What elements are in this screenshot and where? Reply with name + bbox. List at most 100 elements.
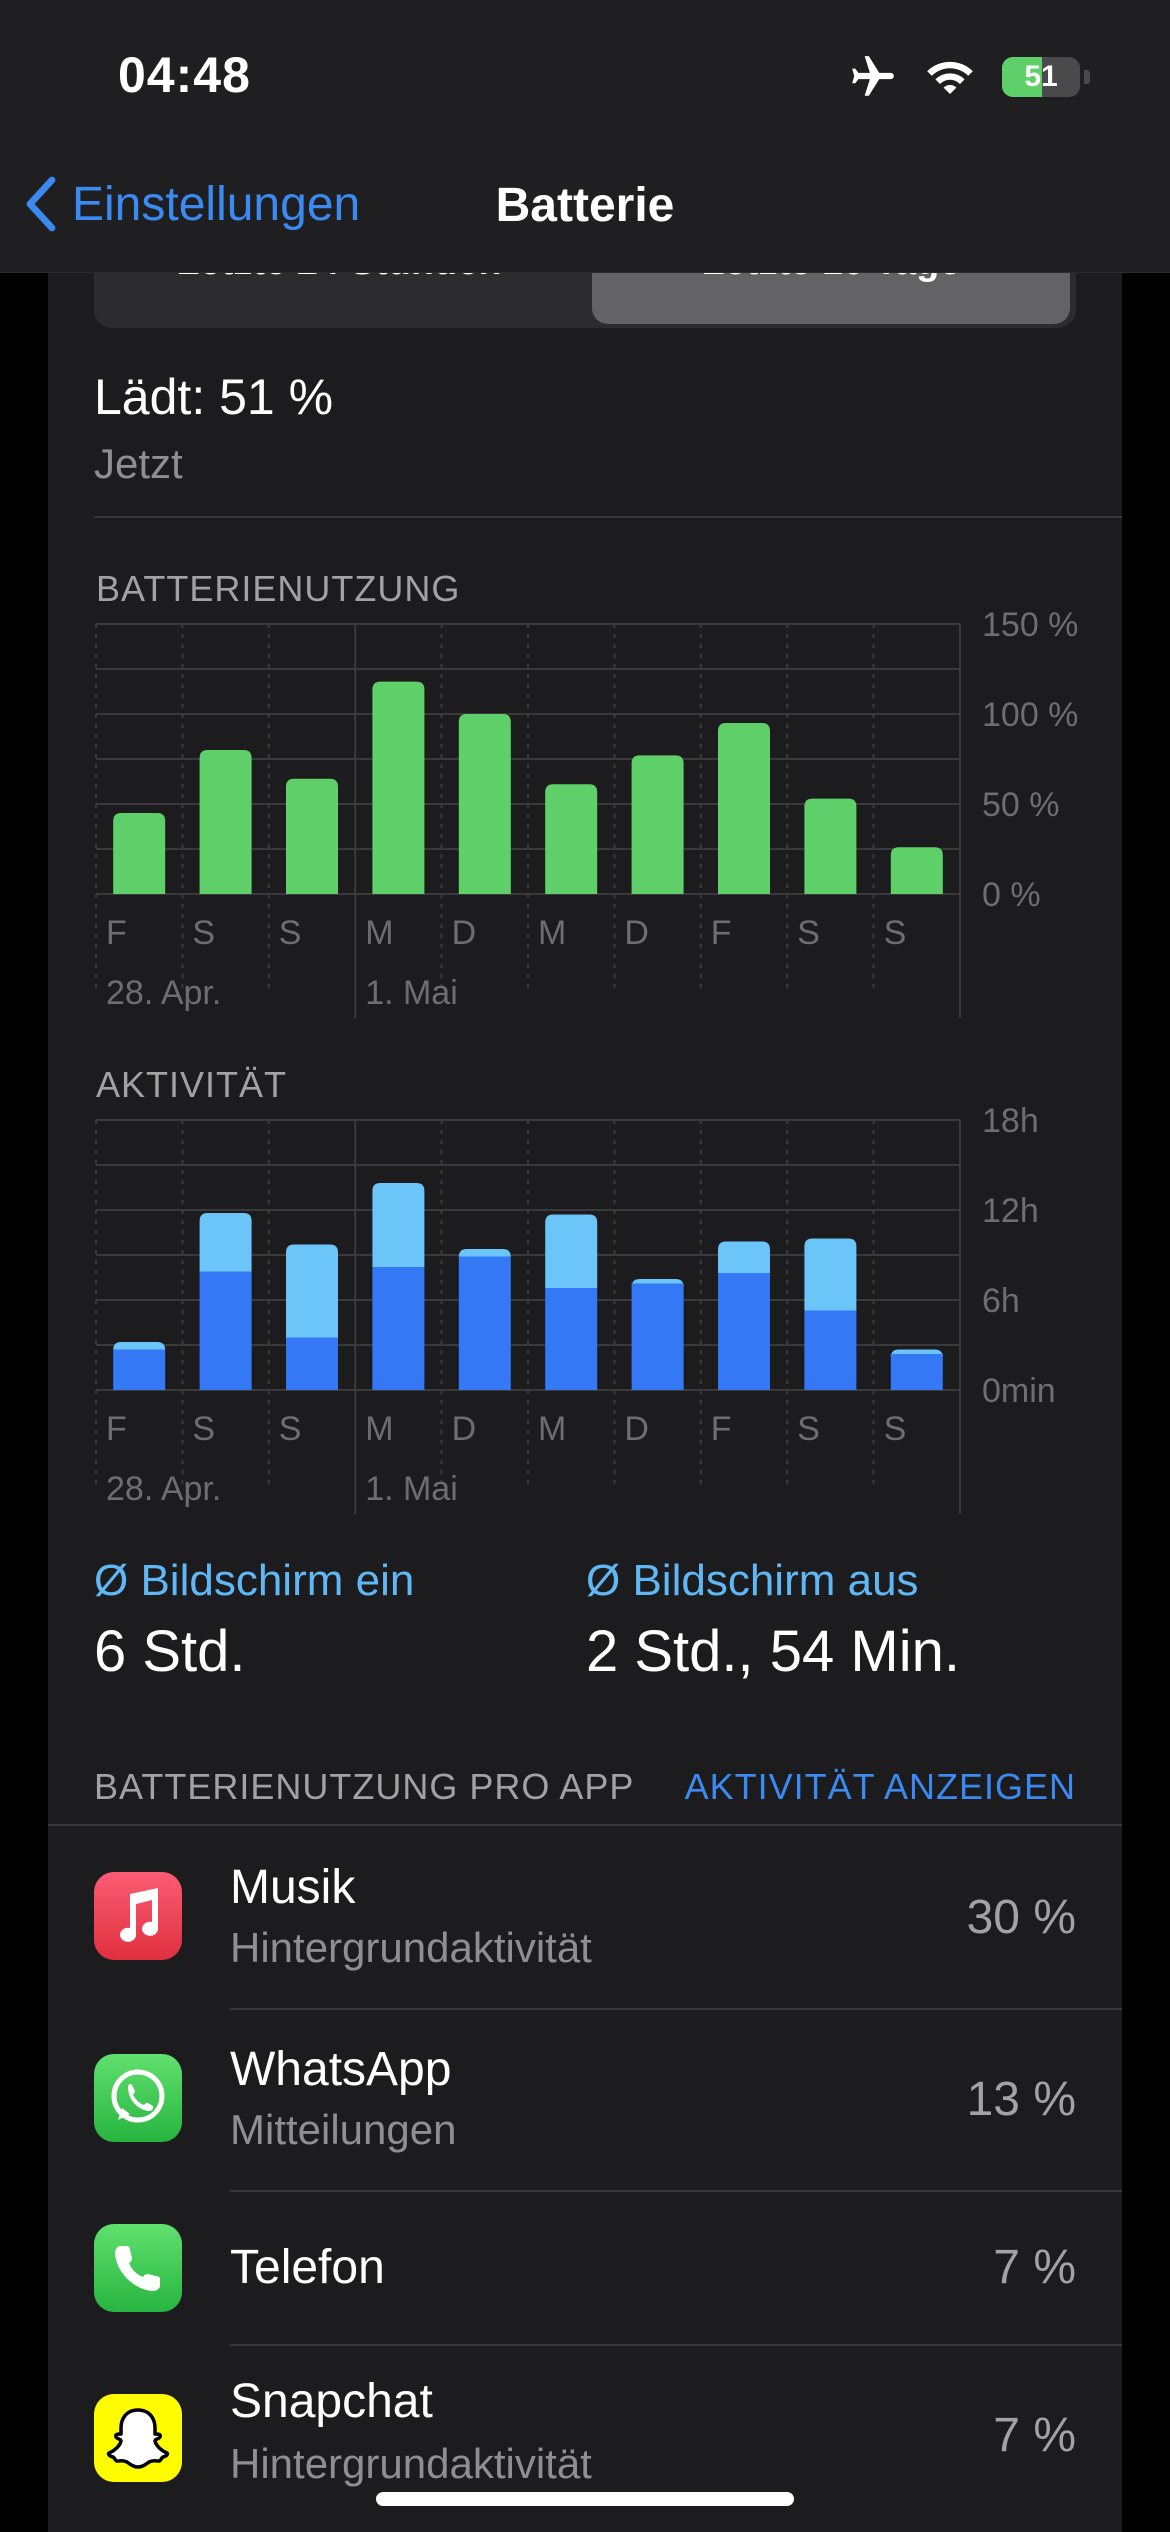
chevron-left-icon [26,176,56,232]
bar-screen-off [631,1279,684,1287]
bar-screen-off [372,1183,425,1267]
y-tick-label: 6h [982,1282,1020,1320]
airplane-icon [852,56,894,96]
back-button-label: Einstellungen [72,177,361,231]
x-tick-label: D [624,1410,649,1448]
y-tick-label: 100 % [982,696,1078,734]
phone-icon [94,2224,182,2312]
app-name: Musik [230,1861,356,1914]
charge-status: Lädt: 51 % [94,369,334,425]
bar-screen-on [199,1271,252,1390]
app-name: WhatsApp [230,2043,452,2096]
bar-screen-off [545,1214,598,1288]
x-tick-label: S [279,1410,302,1448]
page-title-text: Batterie [495,179,675,232]
bar-screen-on [458,1256,511,1390]
bar-screen-off [113,1342,166,1350]
battery-nub [1084,70,1090,84]
app-percent: 30 % [966,1891,1076,1944]
bar [372,681,425,894]
bar [718,723,770,894]
bar-screen-off [890,1349,943,1358]
app-row-telefon[interactable]: Telefon 7 % [48,2192,1122,2344]
bar-screen-on [631,1283,684,1390]
app-subtitle: Mitteilungen [230,2106,457,2153]
battery-indicator: 51 [1002,57,1080,97]
app-name: Snapchat [230,2375,433,2428]
x-tick-label: M [365,1410,393,1448]
app-subtitle: Hintergrundaktivität [230,1924,592,1971]
home-indicator[interactable] [376,2492,794,2506]
bar-screen-on [890,1354,943,1390]
y-tick-label: 18h [982,1102,1039,1140]
screen-on-label: Ø Bildschirm ein [94,1556,415,1605]
activity-title: AKTIVITÄT [96,1064,288,1105]
top-bar: 04:48 51 Einstellungen Batterie [0,0,1170,273]
bar-screen-off [458,1249,511,1257]
bar [113,813,166,894]
bar-screen-on [718,1273,770,1390]
x-tick-label: M [538,1410,566,1448]
app-name: Telefon [230,2241,385,2294]
y-tick-label: 0 % [982,876,1041,914]
x-tick-label: S [192,914,215,952]
charge-time: Jetzt [94,440,183,487]
divider [230,2190,1122,2192]
app-row-musik[interactable]: Musik Hintergrundaktivität 30 % [48,1826,1122,2008]
y-tick-label: 12h [982,1192,1039,1230]
app-subtitle: Hintergrundaktivität [230,2440,592,2487]
app-percent: 7 % [993,2241,1076,2294]
x-tick-label: D [624,914,649,952]
y-tick-label: 0min [982,1372,1056,1410]
x-tick-label: S [797,1410,820,1448]
bar-screen-off [199,1213,252,1272]
date-label: 1. Mai [365,974,458,1012]
back-button[interactable]: Einstellungen [24,176,360,232]
status-icons: 51 [848,52,1090,102]
x-tick-label: M [365,914,393,952]
bar [286,778,338,894]
status-time: 04:48 [118,47,251,103]
x-tick-label: S [797,914,820,952]
divider [94,516,1122,518]
battery-usage-chart[interactable]: F S S M D M D F S S 150 % 100 % 50 % 0 % 28. Apr. 1. Ma… [0,600,1170,1020]
whatsapp-icon [94,2054,182,2142]
screen-off-label: Ø Bildschirm aus [586,1556,919,1605]
date-label: 28. Apr. [106,1470,221,1508]
show-activity-link[interactable]: AKTIVITÄT ANZEIGEN [684,1766,1076,1807]
bar [804,798,857,894]
bar-screen-on [113,1349,166,1390]
x-tick-label: S [884,914,907,952]
app-percent: 13 % [966,2073,1076,2126]
bar-screen-on [545,1288,598,1390]
bar-screen-on [804,1310,857,1390]
x-tick-label: F [711,914,732,952]
bar-screen-off [804,1238,857,1311]
x-tick-label: F [106,914,127,952]
bar-screen-on [372,1267,425,1390]
divider [48,1824,1122,1826]
bar-screen-off [286,1244,338,1338]
divider [230,2008,1122,2010]
snapchat-icon [94,2394,182,2482]
x-tick-label: S [192,1410,215,1448]
app-usage-title: BATTERIENUTZUNG PRO APP [94,1766,635,1807]
wifi-icon [927,61,973,94]
x-tick-label: F [106,1410,127,1448]
x-tick-label: S [279,914,302,952]
x-tick-label: S [884,1410,907,1448]
activity-chart[interactable]: F S S M D M D F S S 18h 12h 6h 0min 28. Apr. 1. Mai [0,1096,1170,1516]
bar [458,714,511,894]
bar [545,784,598,894]
x-tick-label: M [538,914,566,952]
app-row-whatsapp[interactable]: WhatsApp Mitteilungen 13 % [48,2010,1122,2190]
bar [631,755,684,894]
page-title: Batterie [0,178,1170,233]
date-label: 28. Apr. [106,974,221,1012]
bar [890,847,943,894]
x-tick-label: D [452,914,477,952]
divider [230,2344,1122,2346]
x-tick-label: D [452,1410,477,1448]
battery-usage-title: BATTERIENUTZUNG [96,568,461,609]
app-row-snapchat[interactable]: Snapchat Hintergrundaktivität 7 % [48,2346,1122,2532]
